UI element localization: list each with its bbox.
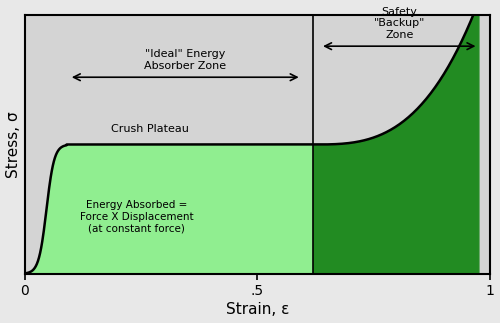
Text: "Ideal" Energy
Absorber Zone: "Ideal" Energy Absorber Zone <box>144 49 226 71</box>
Text: Energy Absorbed =
Force X Displacement
(at constant force): Energy Absorbed = Force X Displacement (… <box>80 200 193 234</box>
X-axis label: Strain, ε: Strain, ε <box>226 302 289 318</box>
Text: Crush Plateau: Crush Plateau <box>112 124 190 134</box>
Text: Safety
"Backup"
Zone: Safety "Backup" Zone <box>374 6 425 40</box>
Y-axis label: Stress, σ: Stress, σ <box>6 111 20 178</box>
